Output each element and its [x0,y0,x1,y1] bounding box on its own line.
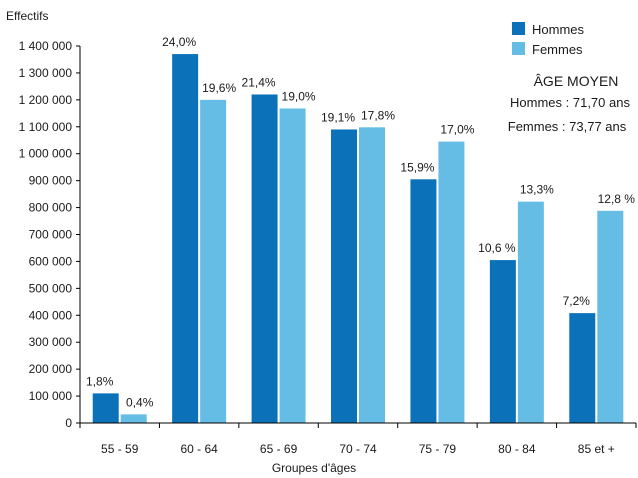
data-label-femmes: 13,3% [520,183,554,197]
x-tick-label: 70 - 74 [339,442,377,456]
bar-femmes [597,210,624,423]
y-tick-label: 500 000 [29,281,73,295]
y-tick-label: 600 000 [29,254,73,268]
y-tick-label: 1 300 000 [19,66,73,80]
data-label-hommes: 7,2% [563,294,591,308]
bar-femmes [359,127,385,424]
legend-swatch-hommes [512,22,525,35]
data-label-hommes: 21,4% [242,75,276,89]
average-age-femmes: Femmes : 73,77 ans [508,119,627,134]
bar-hommes [92,393,119,423]
y-axis-title: Effectifs [6,9,48,23]
plot-area: 1,8% 0,4% 24,0% 19,6% 21,4% 19,0% 19,1% 17,8% 15… [86,35,636,424]
bar-hommes [410,179,437,423]
y-tick-label: 200 000 [29,362,73,376]
data-label-hommes: 1,8% [86,374,114,388]
x-axis-title: Groupes d'âges [272,461,356,475]
data-label-hommes: 24,0% [162,35,196,49]
legend-label-hommes: Hommes [532,22,585,37]
bar-femmes [279,108,306,423]
x-tick-label: 60 - 64 [180,442,218,456]
x-tick-label: 80 - 84 [498,442,536,456]
y-axis: 0 100 000 200 000 300 000 400 000 500 000 600 … [19,39,81,430]
legend: Hommes Femmes [512,22,585,57]
data-label-femmes: 19,0% [282,89,316,103]
average-age-hommes: Hommes : 71,70 ans [510,95,630,110]
x-tick-label: 75 - 79 [419,442,457,456]
bar-femmes [120,414,147,423]
y-tick-label: 900 000 [29,174,73,188]
y-tick-label: 100 000 [29,389,73,403]
bar-hommes [569,313,596,423]
x-tick-label: 85 et + [578,442,615,456]
y-tick-label: 1 200 000 [19,93,73,107]
data-label-hommes: 19,1% [321,110,355,124]
legend-label-femmes: Femmes [532,42,583,57]
bar-femmes [438,141,465,423]
y-tick-label: 300 000 [29,335,73,349]
x-tick-label: 65 - 69 [260,442,298,456]
x-tick-label: 55 - 59 [101,442,139,456]
data-label-femmes: 0,4% [126,395,154,409]
data-label-hommes: 15,9% [400,160,434,174]
y-tick-label: 800 000 [29,201,73,215]
data-label-hommes: 10,6 % [478,241,516,255]
bar-hommes [251,94,278,423]
data-label-femmes: 17,8% [361,108,395,122]
data-label-femmes: 12,8 % [598,192,636,206]
y-tick-label: 1 400 000 [19,39,73,53]
y-tick-label: 1 100 000 [19,120,73,134]
bar-femmes [200,99,227,423]
bar-hommes [172,54,199,423]
y-tick-label: 1 000 000 [19,147,73,161]
y-tick-label: 700 000 [29,228,73,242]
average-age-title: ÂGE MOYEN [534,73,619,89]
legend-swatch-femmes [512,42,525,55]
x-axis: 55 - 59 60 - 64 65 - 69 70 - 74 75 - 79 80 - … [79,422,637,456]
y-tick-label: 0 [65,416,72,430]
bar-femmes [517,201,544,423]
bar-hommes [331,129,357,423]
average-age-annotation: ÂGE MOYEN Hommes : 71,70 ans Femmes : 73… [508,73,631,134]
data-label-femmes: 17,0% [440,123,474,137]
data-label-femmes: 19,6% [202,81,236,95]
y-tick-label: 400 000 [29,308,73,322]
bar-hommes [489,260,516,423]
